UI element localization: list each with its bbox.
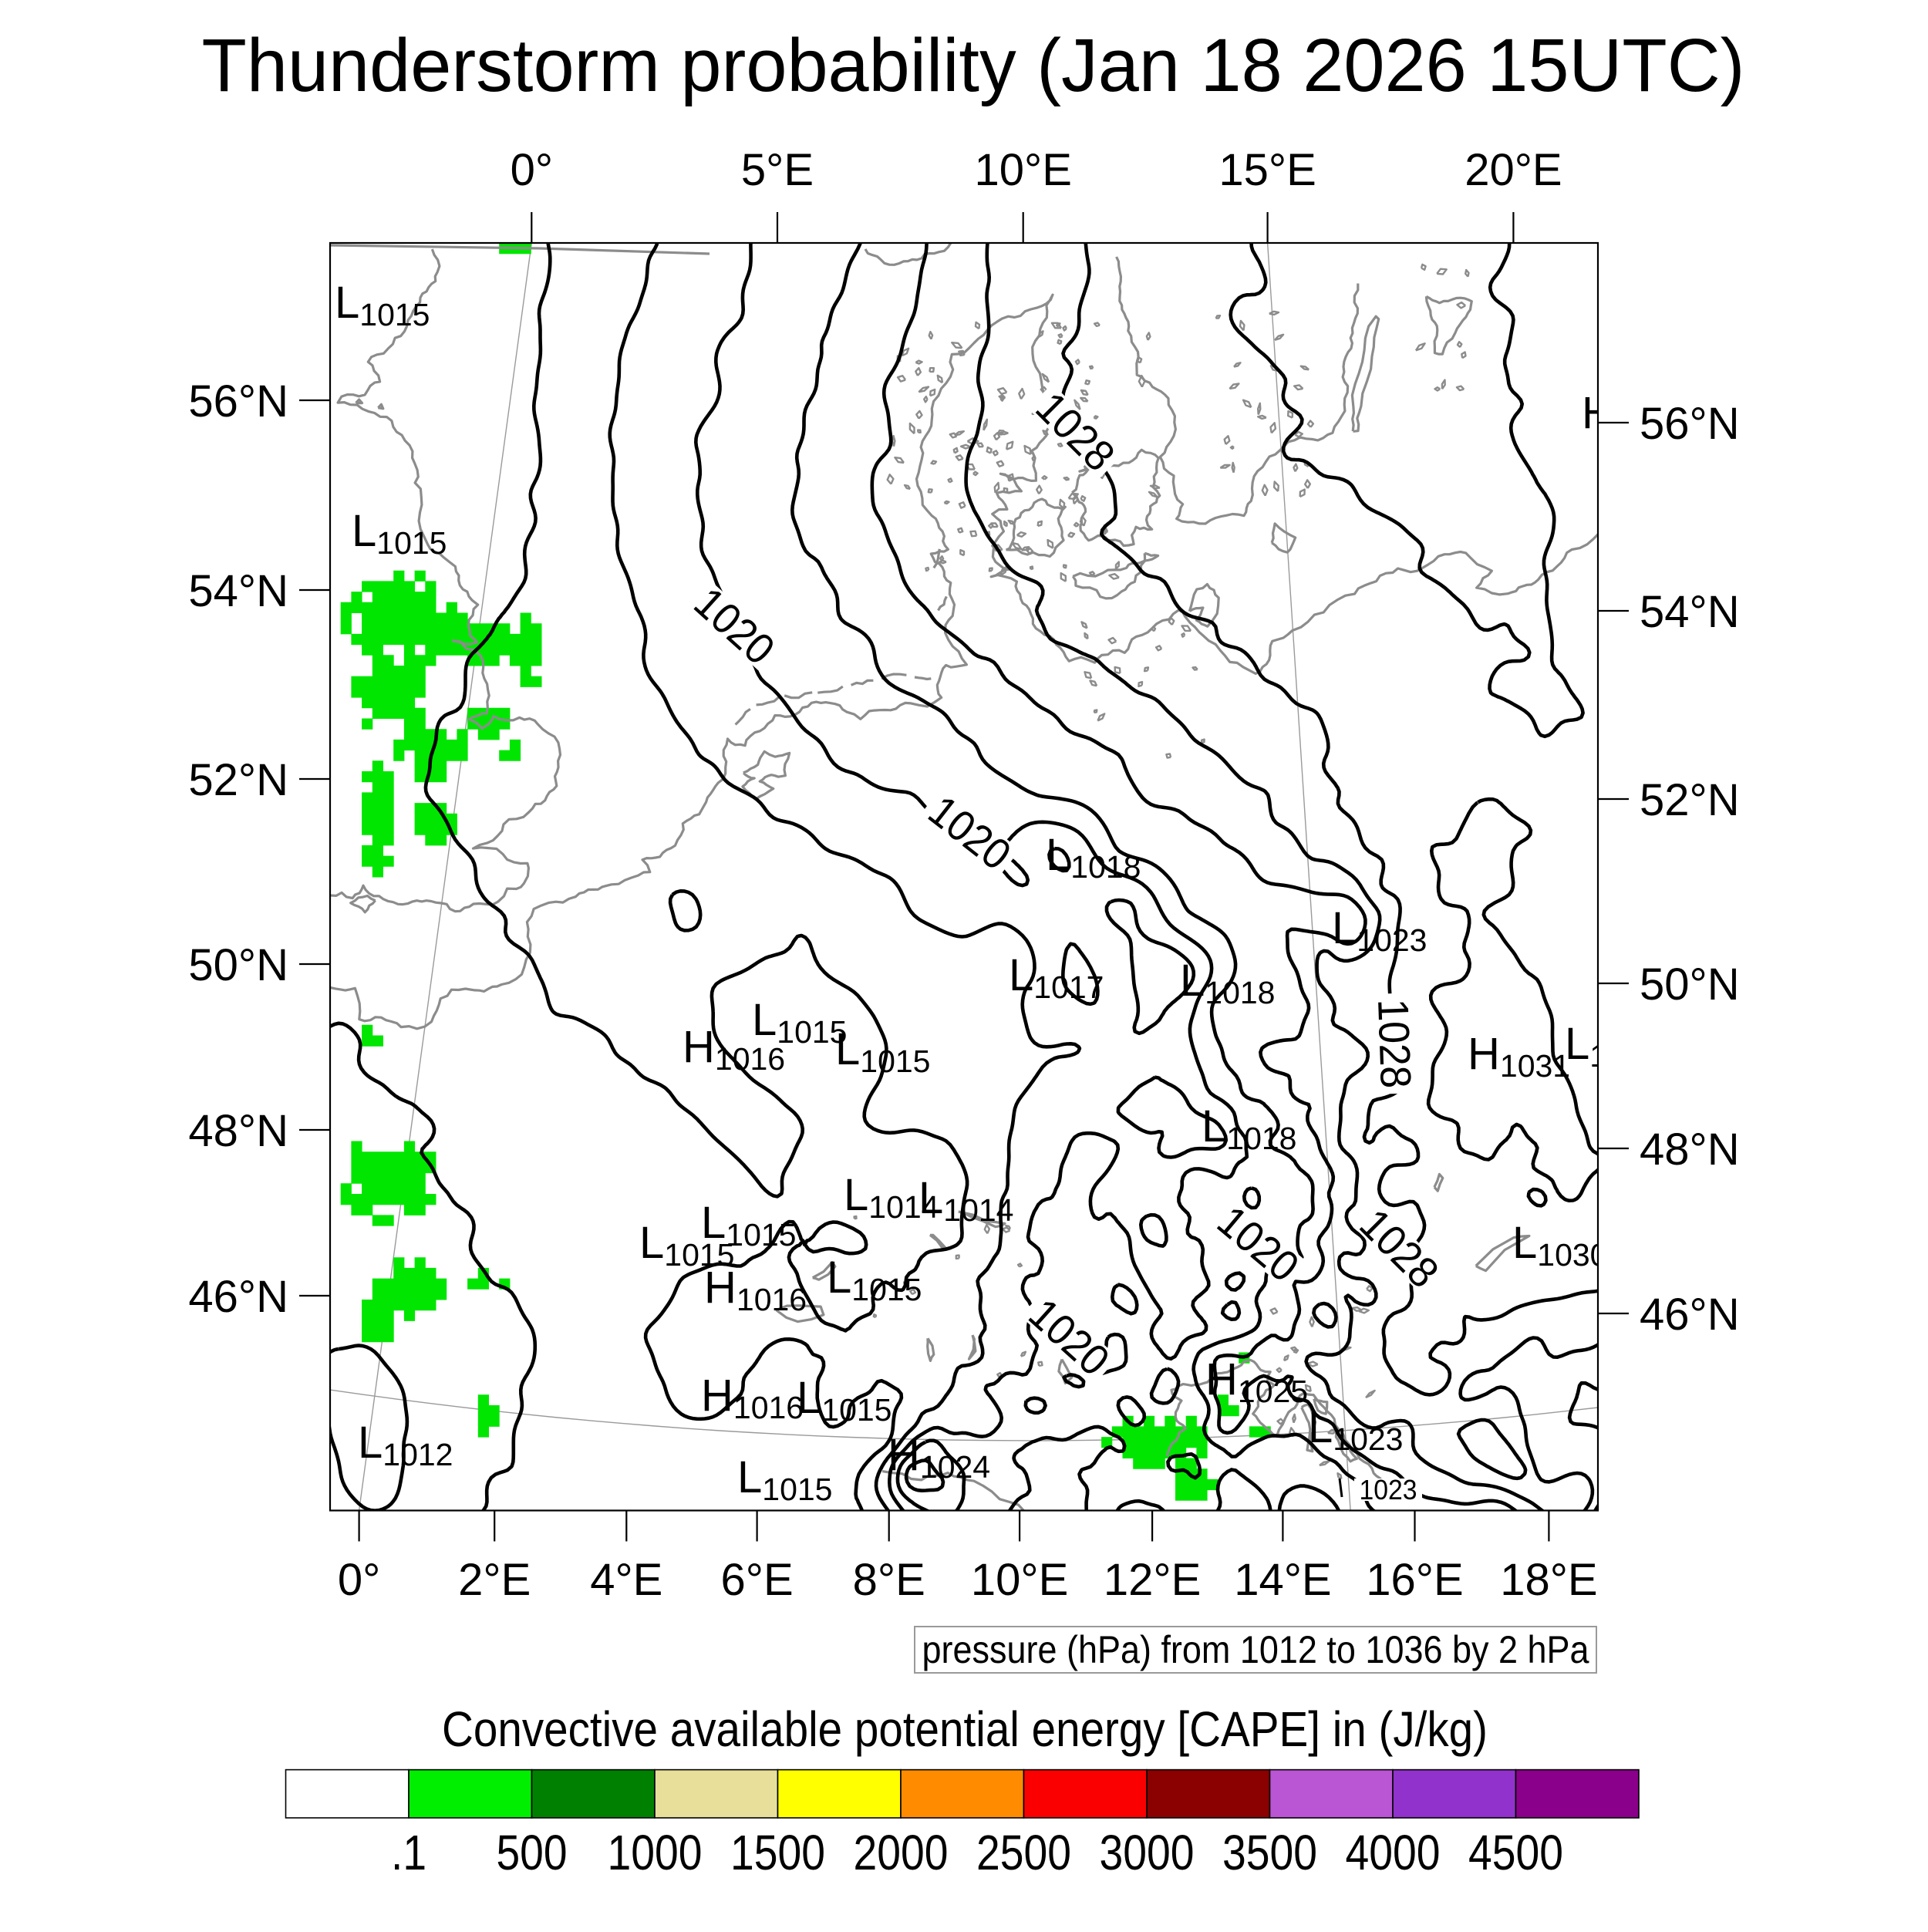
svg-text:L1015: L1015 <box>835 1024 930 1079</box>
svg-text:4500: 4500 <box>1468 1825 1563 1880</box>
svg-text:.1: .1 <box>391 1825 426 1880</box>
svg-text:pressure (hPa) from 1012 to 10: pressure (hPa) from 1012 to 1036 by 2 hP… <box>922 1628 1589 1671</box>
svg-text:Thunderstorm probability (Jan: Thunderstorm probability (Jan 18 2026 15… <box>202 23 1745 107</box>
svg-text:0°: 0° <box>338 1555 380 1605</box>
svg-text:500: 500 <box>497 1825 568 1880</box>
svg-text:1023: 1023 <box>1360 1474 1417 1505</box>
svg-text:1000: 1000 <box>608 1825 703 1880</box>
svg-text:46°N: 46°N <box>1640 1290 1740 1340</box>
svg-text:3000: 3000 <box>1100 1825 1195 1880</box>
svg-text:52°N: 52°N <box>1640 775 1740 825</box>
svg-text:6°E: 6°E <box>721 1555 794 1605</box>
svg-text:54°N: 54°N <box>1640 587 1740 637</box>
svg-text:L1030: L1030 <box>1565 1019 1660 1074</box>
svg-text:2500: 2500 <box>976 1825 1071 1880</box>
svg-text:20°E: 20°E <box>1465 145 1562 195</box>
svg-text:10°E: 10°E <box>974 145 1071 195</box>
svg-text:2°E: 2°E <box>458 1555 531 1605</box>
svg-text:50°N: 50°N <box>188 940 288 990</box>
svg-text:18°E: 18°E <box>1500 1555 1597 1605</box>
svg-text:H1016: H1016 <box>704 1263 807 1317</box>
svg-text:4°E: 4°E <box>590 1555 662 1605</box>
svg-text:Convective available potential: Convective available potential energy [C… <box>442 1701 1488 1757</box>
svg-text:H: H <box>1582 388 1614 438</box>
svg-text:10°E: 10°E <box>971 1555 1068 1605</box>
svg-text:12°E: 12°E <box>1104 1555 1201 1605</box>
svg-text:15°E: 15°E <box>1218 145 1316 195</box>
svg-text:5°E: 5°E <box>741 145 814 195</box>
svg-text:16°E: 16°E <box>1366 1555 1463 1605</box>
svg-text:2000: 2000 <box>854 1825 949 1880</box>
svg-text:56°N: 56°N <box>1640 399 1740 449</box>
svg-text:14°E: 14°E <box>1234 1555 1331 1605</box>
svg-text:8°E: 8°E <box>853 1555 925 1605</box>
svg-text:1500: 1500 <box>730 1825 825 1880</box>
svg-text:50°N: 50°N <box>1640 959 1740 1010</box>
svg-text:46°N: 46°N <box>188 1272 288 1322</box>
svg-text:54°N: 54°N <box>188 566 288 616</box>
svg-text:0°: 0° <box>511 145 553 195</box>
svg-text:48°N: 48°N <box>1640 1124 1740 1175</box>
svg-text:1028: 1028 <box>1369 998 1421 1089</box>
svg-text:52°N: 52°N <box>188 755 288 805</box>
svg-text:56°N: 56°N <box>188 376 288 427</box>
svg-text:4000: 4000 <box>1346 1825 1441 1880</box>
svg-text:48°N: 48°N <box>188 1106 288 1156</box>
svg-text:3500: 3500 <box>1222 1825 1317 1880</box>
